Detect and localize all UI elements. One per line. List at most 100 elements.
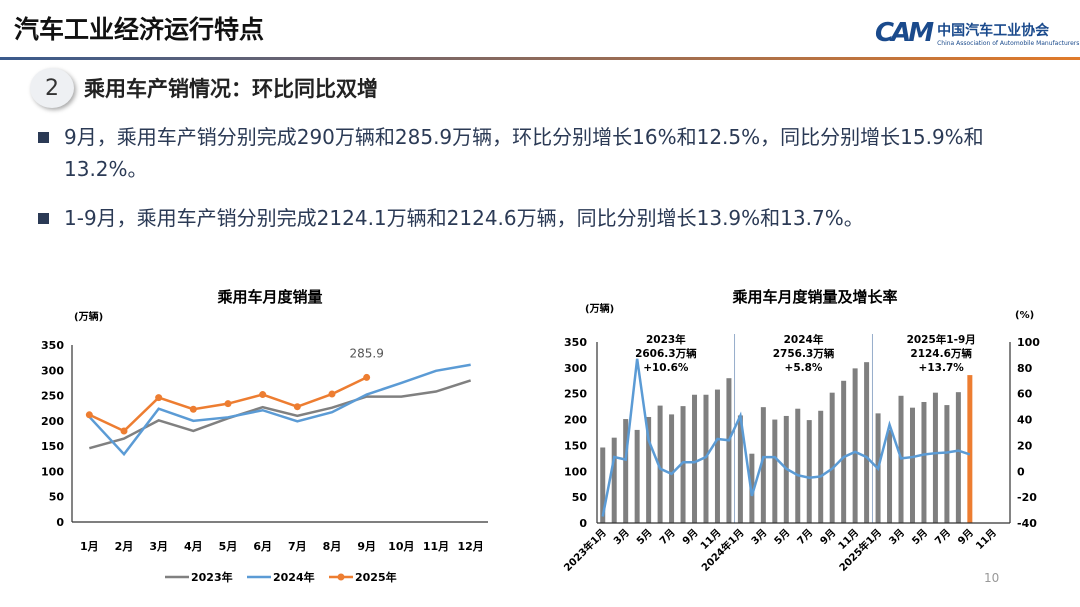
y2-tick-label: 0 — [1017, 465, 1025, 478]
x-tick-label: 7月 — [288, 540, 307, 553]
period-summary-label: 2124.6万辆 — [910, 347, 972, 360]
sales-bar — [703, 394, 709, 523]
sales-bar — [623, 419, 629, 523]
x-tick-label: 11月 — [974, 527, 999, 552]
sales-bar — [864, 362, 870, 523]
x-tick-label: 7月 — [795, 527, 815, 547]
sales-bar — [646, 416, 652, 523]
y-tick-label: 300 — [564, 362, 587, 375]
y-tick-label: 0 — [579, 517, 587, 530]
period-summary-label: 2025年1-9月 — [907, 333, 976, 346]
logo-text-en: China Association of Automobile Manufact… — [937, 39, 1080, 47]
x-tick-label: 5月 — [910, 527, 930, 547]
period-summary-label: 2756.3万辆 — [773, 347, 835, 360]
series-line-2024年 — [88, 363, 471, 457]
sales-bar — [944, 405, 950, 523]
bullet-1: 9月，乘用车产销分别完成290万辆和285.9万辆，环比分别增长16%和12.5… — [38, 121, 1048, 185]
y-tick-label: 50 — [572, 491, 588, 504]
x-tick-label: 1月 — [80, 540, 99, 553]
x-tick-label: 8月 — [323, 540, 342, 553]
logo-mark: CAM — [875, 18, 934, 48]
x-tick-label: 5月 — [219, 540, 238, 553]
x-tick-label: 10月 — [388, 540, 414, 553]
bullet-square-icon — [38, 213, 49, 224]
legend-label: 2023年 — [191, 570, 233, 584]
data-point — [293, 403, 301, 411]
sales-bar — [600, 447, 606, 523]
data-point — [363, 373, 371, 381]
period-summary-label: 2024年 — [784, 333, 824, 346]
x-tick-label: 5月 — [634, 527, 654, 547]
logo-text-cn: 中国汽车工业协会 — [937, 22, 1050, 39]
y-tick-label: 350 — [41, 339, 64, 352]
sales-bar — [806, 420, 812, 523]
data-point — [120, 427, 128, 435]
sales-bar — [921, 401, 927, 523]
section-heading: 2 乘用车产销情况：环比同比双增 — [30, 68, 378, 108]
data-point — [189, 405, 197, 413]
x-tick-label: 9月 — [357, 540, 376, 553]
y-tick-label: 300 — [41, 364, 64, 377]
sales-bar — [818, 410, 824, 523]
legend-label: 2025年 — [355, 570, 397, 584]
y-tick-label: 200 — [564, 414, 587, 427]
y-tick-label: 250 — [564, 388, 587, 401]
y2-tick-label: 100 — [1017, 336, 1040, 349]
page-number: 10 — [984, 571, 1000, 585]
x-tick-label: 3月 — [749, 527, 769, 547]
growth-rate-line — [601, 358, 971, 517]
sales-bar — [657, 405, 663, 523]
series-line-2023年 — [88, 379, 472, 450]
sales-bar — [680, 406, 686, 523]
sales-growth-combo-chart: 乘用车月度销量及增长率(万辆)(%)050100150200250300350-… — [561, 288, 1040, 574]
y2-tick-label: 40 — [1017, 414, 1033, 427]
y-tick-label: 100 — [564, 465, 587, 478]
x-tick-label: 2月 — [115, 540, 134, 553]
sales-bar — [909, 407, 915, 523]
x-tick-label: 3月 — [887, 527, 907, 547]
x-tick-label: 7月 — [933, 527, 953, 547]
y-axis-label: (万辆) — [585, 302, 614, 315]
x-tick-label: 6月 — [253, 540, 272, 553]
sales-bar — [852, 368, 858, 523]
x-tick-label: 2023年1月 — [561, 526, 609, 574]
y2-tick-label: -40 — [1017, 517, 1037, 530]
x-tick-label: 9月 — [680, 527, 700, 547]
x-tick-label: 5月 — [772, 527, 792, 547]
y2-tick-label: -20 — [1017, 491, 1037, 504]
y-tick-label: 200 — [41, 415, 64, 428]
y2-tick-label: 20 — [1017, 439, 1033, 452]
chart-title: 乘用车月度销量 — [216, 288, 322, 306]
y-tick-label: 250 — [41, 390, 64, 403]
header-divider — [0, 57, 1080, 60]
data-point — [224, 400, 232, 408]
bullet-text: 1-9月，乘用车产销分别完成2124.1万辆和2124.6万辆，同比分别增长13… — [64, 206, 864, 230]
sales-bar — [829, 392, 835, 523]
sales-bar — [714, 389, 720, 523]
x-tick-label: 11月 — [423, 540, 449, 553]
data-label: 285.9 — [349, 346, 383, 360]
monthly-sales-line-chart: 乘用车月度销量 (万辆) 0 50 100 150 200 250 300 350 1月 2月 3月 4月… — [41, 288, 488, 584]
section-number: 2 — [30, 68, 74, 108]
sales-bar — [760, 407, 766, 523]
chart-title: 乘用车月度销量及增长率 — [731, 288, 897, 306]
y-tick-label: 150 — [41, 440, 64, 453]
sales-bar — [932, 392, 938, 523]
sales-bar — [887, 429, 893, 523]
sales-bar — [955, 392, 961, 523]
legend-marker — [337, 573, 345, 581]
data-point — [85, 411, 93, 419]
sales-bar — [795, 408, 801, 523]
logo: CAM 中国汽车工业协会 China Association of Automo… — [875, 18, 1079, 48]
x-tick-label: 12月 — [458, 540, 484, 553]
sales-bar — [841, 380, 847, 523]
sales-bar — [692, 394, 698, 523]
y-axis-label: (万辆) — [74, 310, 103, 323]
period-summary-label: 2606.3万辆 — [635, 347, 697, 360]
sales-bar — [726, 378, 732, 523]
x-tick-label: 4月 — [184, 540, 203, 553]
x-tick-label: 7月 — [657, 527, 677, 547]
data-point — [259, 391, 267, 399]
y-tick-label: 100 — [41, 465, 64, 478]
y-tick-label: 350 — [564, 336, 587, 349]
